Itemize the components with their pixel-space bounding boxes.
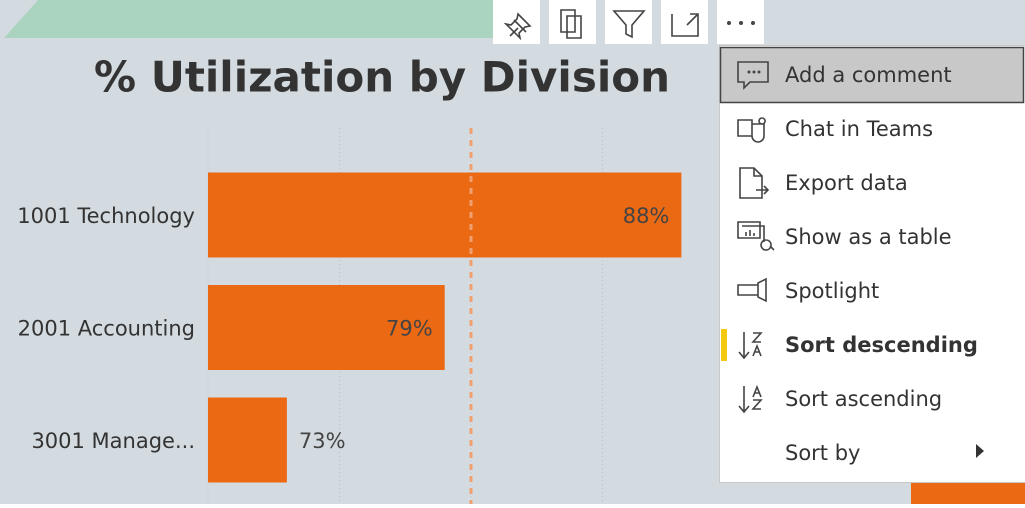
category-label: 2001 Accounting	[18, 317, 195, 341]
filter-button[interactable]	[605, 0, 652, 44]
focus-button[interactable]	[661, 0, 708, 44]
chart-title: % Utilization by Division	[94, 53, 670, 102]
menu-item[interactable]: Sort ascending	[785, 387, 942, 411]
menu-item[interactable]: Show as a table	[785, 225, 952, 249]
bar	[208, 398, 287, 483]
category-label: 3001 Manage...	[31, 429, 195, 453]
bar	[208, 173, 681, 258]
header-band	[4, 0, 500, 38]
menu-item[interactable]: Spotlight	[785, 279, 879, 303]
partial-bar	[911, 482, 1025, 504]
menu-item[interactable]: Sort descending	[785, 333, 978, 357]
context-menu	[720, 46, 1025, 483]
menu-item[interactable]: Export data	[785, 171, 908, 195]
value-label: 73%	[299, 429, 346, 453]
menu-item[interactable]: Chat in Teams	[785, 117, 933, 141]
value-label: 88%	[623, 204, 670, 228]
category-label: 1001 Technology	[17, 204, 195, 228]
active-indicator	[721, 329, 727, 361]
menu-item[interactable]: Sort by	[785, 441, 860, 465]
value-label: 79%	[386, 317, 433, 341]
toolbar	[493, 0, 764, 44]
menu-item[interactable]: Add a comment	[785, 63, 952, 87]
